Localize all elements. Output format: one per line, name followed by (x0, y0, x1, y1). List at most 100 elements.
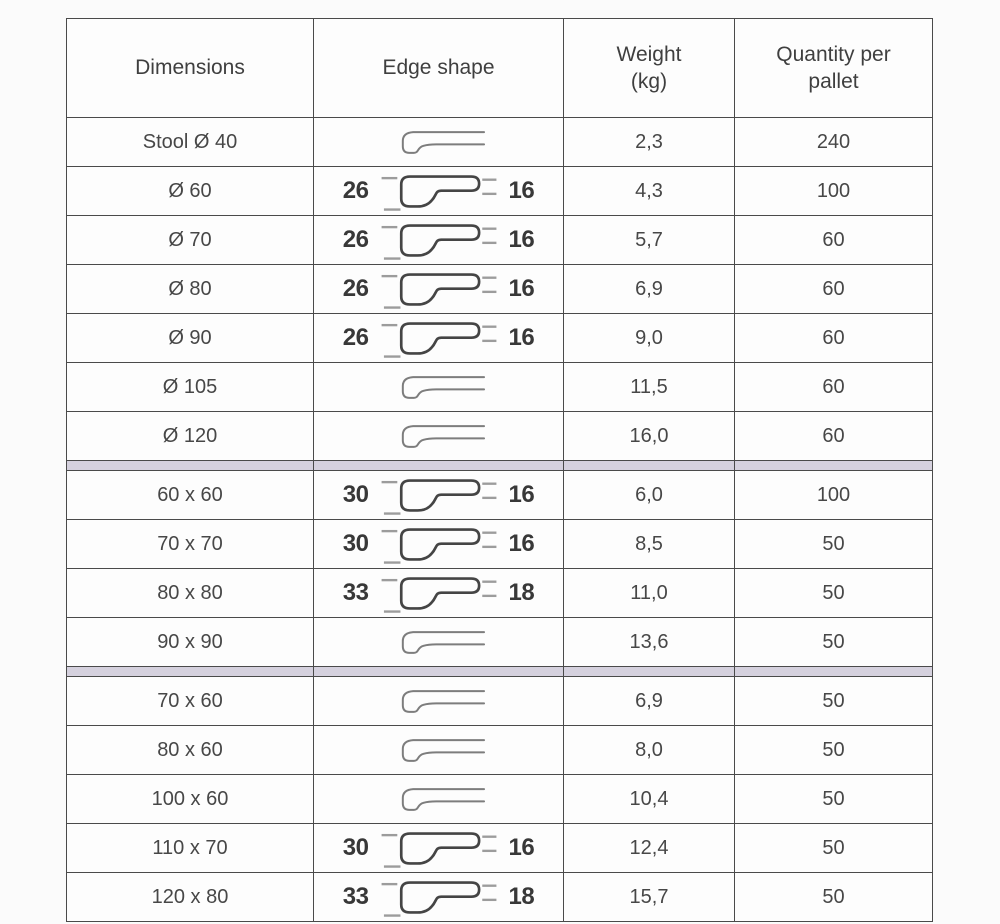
edge-shape-cell (313, 725, 564, 775)
edge-shape-figure (314, 677, 563, 725)
weight-cell: 4,3 (563, 166, 735, 216)
table-row: 70 x 70 30 16 8,5 50 (66, 519, 933, 569)
dimensions-cell: 70 x 60 (66, 676, 314, 726)
quantity-cell: 50 (734, 617, 933, 667)
table-row: Ø 70 26 16 5,7 60 (66, 215, 933, 265)
dimensions-cell: Ø 90 (66, 313, 314, 363)
edge-shape-cell (313, 117, 564, 167)
edge-profile-icon (401, 630, 485, 654)
edge-thickness-right-label: 16 (508, 177, 535, 204)
weight-cell: 6,9 (563, 676, 735, 726)
weight-cell: 8,5 (563, 519, 735, 569)
header-row: Dimensions Edge shape Weight (kg) Quantity p… (66, 18, 933, 118)
quantity-cell: 60 (734, 215, 933, 265)
dimensions-cell: 80 x 80 (66, 568, 314, 618)
section-divider (66, 666, 933, 677)
dimensions-cell: Ø 60 (66, 166, 314, 216)
edge-profile-dimensioned-icon (381, 223, 496, 260)
edge-shape-figure: 26 16 (314, 314, 563, 362)
weight-cell: 12,4 (563, 823, 735, 873)
dimensions-cell: 80 x 60 (66, 725, 314, 775)
edge-shape-figure (314, 363, 563, 411)
edge-thickness-right-label: 16 (508, 530, 535, 557)
weight-cell: 9,0 (563, 313, 735, 363)
dimensions-cell: 60 x 60 (66, 470, 314, 520)
edge-shape-figure: 26 16 (314, 265, 563, 313)
table-row: 70 x 60 6,9 50 (66, 676, 933, 726)
quantity-cell: 50 (734, 676, 933, 726)
edge-shape-cell: 26 16 (313, 215, 564, 265)
edge-thickness-right-label: 16 (508, 275, 535, 302)
divider-segment (66, 666, 314, 677)
edge-profile-dimensioned-icon (381, 880, 496, 917)
edge-profile-dimensioned-icon (381, 576, 496, 613)
dimensions-cell: 90 x 90 (66, 617, 314, 667)
edge-profile-dimensioned-icon (381, 527, 496, 564)
table-row: Ø 120 16,0 60 (66, 411, 933, 461)
header-line: Dimensions (135, 56, 245, 80)
header-line: Edge shape (382, 56, 495, 80)
table-row: Ø 60 26 16 4,3 100 (66, 166, 933, 216)
dimensions-cell: Stool Ø 40 (66, 117, 314, 167)
edge-shape-cell: 30 16 (313, 823, 564, 873)
quantity-cell: 50 (734, 725, 933, 775)
product-spec-table: Dimensions Edge shape Weight (kg) Quantity p… (66, 18, 933, 922)
column-header-edge-shape: Edge shape (313, 18, 564, 118)
weight-cell: 10,4 (563, 774, 735, 824)
header-line: pallet (808, 70, 859, 93)
edge-shape-cell (313, 774, 564, 824)
edge-shape-figure: 30 16 (314, 520, 563, 568)
weight-cell: 6,0 (563, 470, 735, 520)
dimensions-cell: 120 x 80 (66, 872, 314, 922)
edge-shape-figure (314, 118, 563, 166)
edge-thickness-left-label: 26 (342, 226, 369, 253)
edge-thickness-right-label: 16 (508, 226, 535, 253)
weight-cell: 2,3 (563, 117, 735, 167)
quantity-cell: 50 (734, 774, 933, 824)
edge-shape-cell: 33 18 (313, 568, 564, 618)
edge-shape-cell (313, 617, 564, 667)
edge-profile-dimensioned-icon (381, 174, 496, 211)
section-divider (66, 460, 933, 471)
dimensions-cell: Ø 120 (66, 411, 314, 461)
quantity-cell: 100 (734, 166, 933, 216)
dimensions-cell: Ø 105 (66, 362, 314, 412)
edge-shape-figure: 30 16 (314, 824, 563, 872)
table-row: 120 x 80 33 18 15,7 (66, 872, 933, 922)
table-row: 60 x 60 30 16 6,0 10 (66, 470, 933, 520)
quantity-cell: 50 (734, 872, 933, 922)
dimensions-cell: 70 x 70 (66, 519, 314, 569)
edge-thickness-left-label: 30 (342, 834, 369, 861)
table-row: Ø 105 11,5 60 (66, 362, 933, 412)
table-body: Stool Ø 40 2,3 240 (66, 117, 933, 922)
divider-segment (313, 460, 564, 471)
dimensions-cell: 110 x 70 (66, 823, 314, 873)
weight-cell: 8,0 (563, 725, 735, 775)
column-header-quantity: Quantity per pallet (734, 18, 933, 118)
table-row: 90 x 90 13,6 50 (66, 617, 933, 667)
weight-cell: 11,5 (563, 362, 735, 412)
edge-shape-figure: 33 18 (314, 569, 563, 617)
edge-profile-dimensioned-icon (381, 831, 496, 868)
edge-profile-dimensioned-icon (381, 478, 496, 515)
dimensions-cell: 100 x 60 (66, 774, 314, 824)
edge-shape-cell (313, 411, 564, 461)
table-row: Ø 80 26 16 6,9 60 (66, 264, 933, 314)
edge-shape-cell: 30 16 (313, 519, 564, 569)
edge-shape-cell: 26 16 (313, 166, 564, 216)
edge-profile-icon (401, 787, 485, 811)
edge-shape-figure: 26 16 (314, 167, 563, 215)
edge-shape-cell: 30 16 (313, 470, 564, 520)
edge-shape-figure: 30 16 (314, 471, 563, 519)
edge-shape-figure (314, 726, 563, 774)
column-header-weight: Weight (kg) (563, 18, 735, 118)
edge-shape-figure (314, 412, 563, 460)
edge-profile-icon (401, 738, 485, 762)
weight-cell: 15,7 (563, 872, 735, 922)
edge-thickness-right-label: 18 (508, 883, 535, 910)
table-row: 100 x 60 10,4 50 (66, 774, 933, 824)
edge-profile-icon (401, 375, 485, 399)
edge-shape-cell (313, 676, 564, 726)
edge-thickness-left-label: 26 (342, 324, 369, 351)
dimensions-cell: Ø 80 (66, 264, 314, 314)
